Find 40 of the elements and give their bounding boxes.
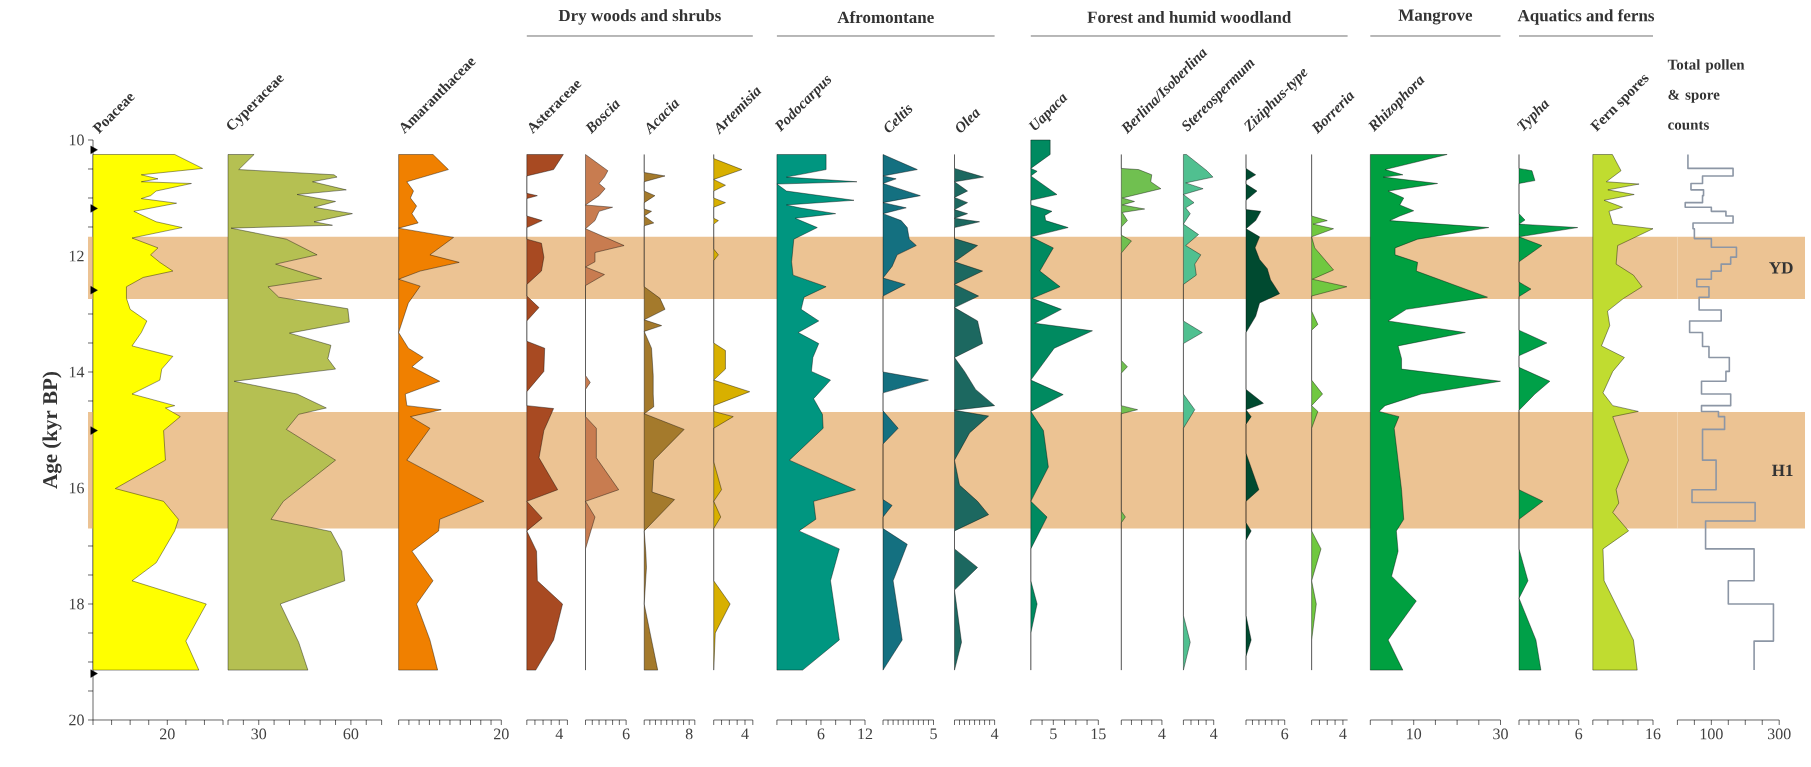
band-label: H1 bbox=[1772, 464, 1793, 476]
x-tick-label: 4 bbox=[1158, 728, 1166, 740]
x-tick-label: 8 bbox=[685, 728, 693, 740]
x-tick-label: 4 bbox=[990, 728, 999, 740]
text: Aquatics and ferns bbox=[1517, 9, 1655, 25]
x-tick-label: 16 bbox=[1646, 728, 1661, 740]
x-tick-label: 15 bbox=[1091, 728, 1106, 740]
x-tick-label: 4 bbox=[1339, 728, 1347, 740]
text: Dry woods and shrubs bbox=[558, 9, 721, 25]
x-tick-label: 5 bbox=[1050, 728, 1057, 740]
text: Mangrove bbox=[1398, 9, 1473, 25]
x-tick-label: 20 bbox=[494, 728, 509, 740]
x-tick-label: 30 bbox=[1493, 728, 1508, 740]
x-tick-label: 10 bbox=[1407, 728, 1422, 740]
y-tick-label: 16 bbox=[69, 482, 85, 494]
x-tick-label: 100 bbox=[1700, 728, 1723, 740]
text: Afromontane bbox=[837, 10, 934, 24]
text: Forest and humid woodland bbox=[1087, 10, 1292, 23]
x-tick-label: 60 bbox=[343, 728, 359, 740]
x-tick-label: 4 bbox=[1210, 728, 1218, 740]
chart-title: Total pollen & spore counts bbox=[1667, 59, 1745, 130]
y-tick-label: 18 bbox=[69, 598, 84, 610]
y-tick-label: 20 bbox=[69, 714, 84, 726]
y-axis-title: Age (kyr BP) bbox=[42, 372, 62, 489]
y-tick-label: 10 bbox=[69, 134, 84, 146]
x-tick-label: 20 bbox=[160, 728, 175, 740]
x-tick-label: 30 bbox=[251, 728, 267, 740]
x-tick-label: 6 bbox=[622, 728, 630, 740]
band-label: YD bbox=[1769, 262, 1793, 274]
x-tick-label: 300 bbox=[1767, 728, 1791, 740]
y-tick-label: 12 bbox=[69, 250, 84, 262]
y-tick-label: 14 bbox=[69, 366, 85, 378]
x-tick-label: 12 bbox=[858, 728, 873, 740]
x-tick-label: 5 bbox=[930, 728, 937, 740]
chart-title: Olea bbox=[956, 108, 981, 133]
x-tick-label: 4 bbox=[741, 728, 749, 740]
x-tick-label: 4 bbox=[555, 728, 564, 740]
x-tick-label: 6 bbox=[1575, 728, 1583, 740]
x-tick-label: 6 bbox=[1281, 728, 1289, 740]
x-tick-label: 6 bbox=[817, 728, 825, 740]
